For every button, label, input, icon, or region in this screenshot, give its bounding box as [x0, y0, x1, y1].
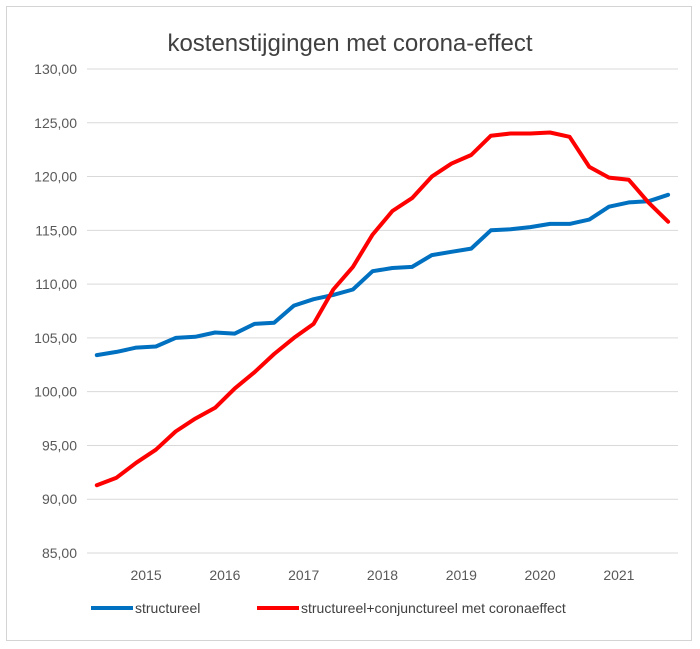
y-tick-label: 90,00: [42, 491, 77, 507]
x-tick-label: 2016: [209, 567, 240, 583]
legend: structureel structureel+conjunctureel met…: [91, 600, 566, 616]
x-tick-label: 2015: [131, 567, 162, 583]
legend-label: structureel+conjunctureel met coronaeffe…: [301, 600, 566, 616]
series-line-2: [94, 130, 671, 488]
x-tick-label: 2020: [525, 567, 556, 583]
y-tick-label: 95,00: [42, 437, 77, 453]
y-tick-label: 120,00: [34, 169, 77, 185]
x-tick-label: 2021: [603, 567, 634, 583]
y-tick-label: 125,00: [34, 115, 77, 131]
y-tick-label: 115,00: [35, 222, 77, 238]
y-tick-label: 85,00: [42, 545, 77, 561]
gridlines: [87, 68, 678, 554]
y-tick-label: 130,00: [34, 61, 77, 77]
y-tick-label: 105,00: [34, 330, 77, 346]
x-tick-label: 2017: [288, 567, 319, 583]
y-tick-label: 100,00: [34, 384, 77, 400]
series-lines: [94, 130, 671, 488]
series-line-1: [94, 192, 671, 358]
line-chart: kostenstijgingen met corona-effect 85,00…: [34, 30, 678, 616]
x-axis-labels: 2015 2016 2017 2018 2019 2020 2021: [131, 567, 635, 583]
chart-area: kostenstijgingen met corona-effect 85,00…: [6, 6, 692, 641]
y-axis-labels: 85,00 90,00 95,00 100,00 105,00 110,00 115,00 1…: [34, 61, 77, 561]
x-tick-label: 2018: [367, 567, 398, 583]
chart-title: kostenstijgingen met corona-effect: [167, 30, 532, 57]
y-tick-label: 110,00: [35, 276, 77, 292]
x-tick-label: 2019: [446, 567, 477, 583]
legend-label: structureel: [135, 600, 200, 616]
